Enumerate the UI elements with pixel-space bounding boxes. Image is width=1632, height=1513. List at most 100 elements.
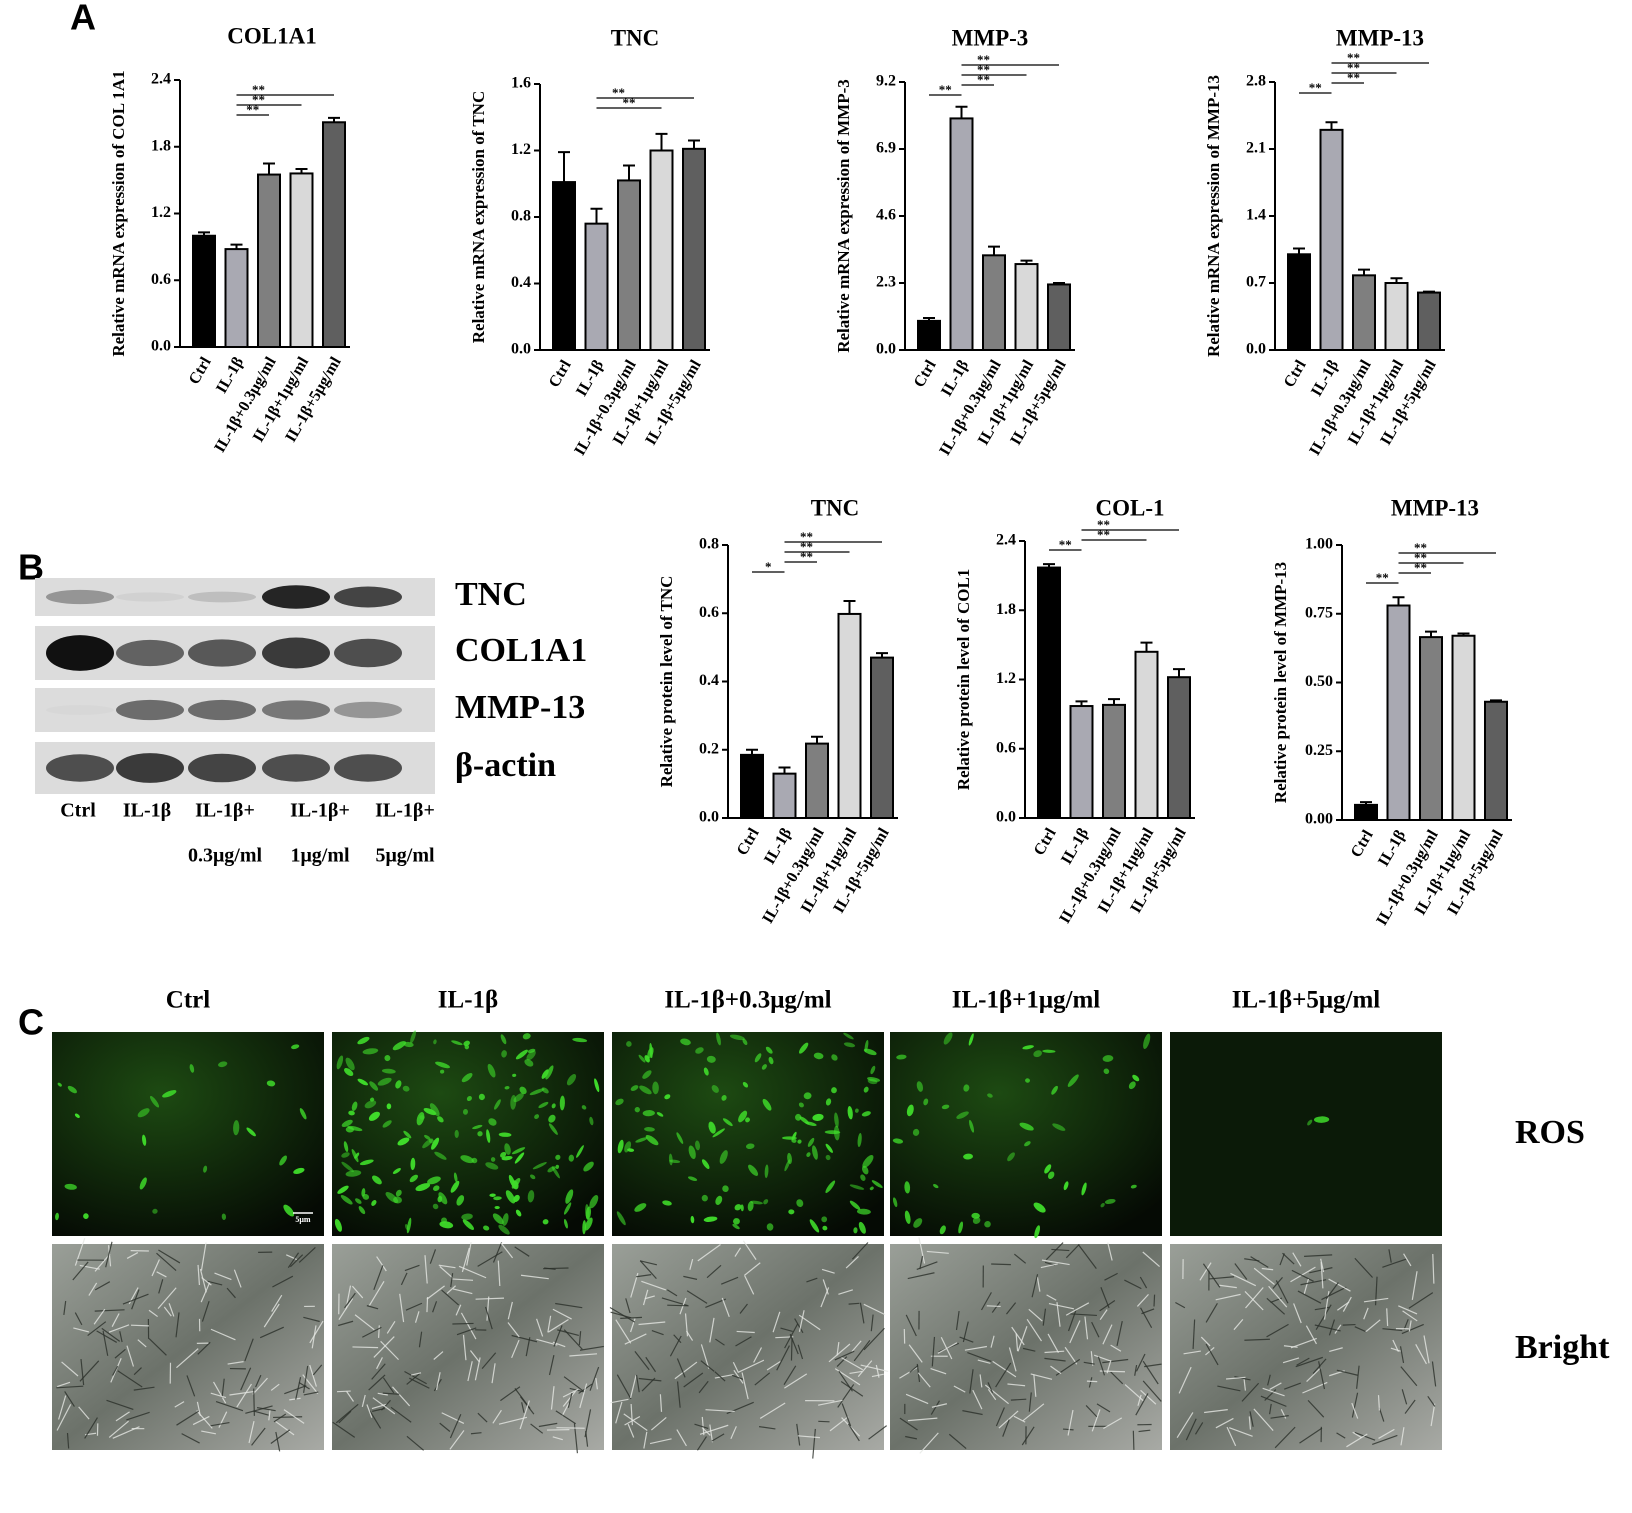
ros-cell [1102,1055,1114,1062]
bright-cell [373,1265,384,1291]
bright-cell [1431,1361,1437,1387]
bright-cell [514,1246,530,1257]
bright-cell [94,1281,111,1291]
bar [1352,274,1376,352]
lane-label: IL-1β+ [290,800,350,822]
bright-cell [1124,1279,1142,1290]
bright-cell [411,1372,422,1376]
ros-cell [860,1174,866,1181]
bright-cell [1217,1385,1241,1392]
bright-cell [175,1312,180,1338]
bright-cell [461,1247,470,1273]
ros-cell [279,1155,287,1166]
ros-cell [1143,1033,1151,1050]
bright-cell [720,1276,739,1285]
bright-cell [1354,1257,1373,1278]
bright-cell [253,1410,269,1416]
bar [1417,291,1441,352]
y-tick-label: 2.1 [1246,140,1266,157]
bright-cell [736,1330,755,1334]
ros-cell [67,1085,77,1094]
ros-cell [584,1217,593,1231]
ros-cell [825,1154,831,1161]
bright-cell [481,1352,497,1369]
bright-cell [1268,1403,1272,1415]
ros-cell [402,1085,410,1092]
ros-cell [483,1225,490,1231]
bright-cell [635,1374,640,1393]
band-label: MMP-13 [455,689,585,726]
bright-cell [111,1313,120,1327]
ros-cell [1007,1152,1015,1162]
bright-cell [853,1339,871,1362]
ros-cell [405,1224,409,1231]
ros-cell [424,1134,431,1140]
bright-cell [1135,1353,1146,1372]
ros-image [1170,1032,1442,1236]
ros-cell [733,1218,740,1225]
ros-cell [415,1183,431,1192]
bright-cell [1215,1417,1234,1429]
ros-cell [861,1111,871,1117]
bright-cell [1142,1360,1159,1385]
bright-cell [1378,1428,1395,1439]
bright-cell [1283,1345,1298,1348]
bright-cell [1403,1319,1409,1330]
bright-cell [1266,1297,1286,1315]
bright-cell [629,1375,637,1398]
bright-cell [338,1320,354,1327]
ros-cell [943,1032,953,1045]
ros-cell [494,1205,500,1210]
bright-cell [798,1310,805,1332]
ros-cell [409,1174,419,1183]
blot-band [188,591,256,603]
ros-cell [152,1208,158,1214]
bright-cell [834,1350,855,1361]
error-bar [1293,247,1305,255]
bright-cell [369,1410,382,1429]
bright-cell [616,1374,632,1400]
ros-cell [368,1111,380,1121]
bright-cell [1065,1302,1090,1316]
ros-cell [451,1040,463,1046]
ros-cell [615,1098,624,1106]
error-bar [1358,268,1370,276]
ros-cell [501,1155,513,1161]
bright-cell [673,1334,682,1344]
ros-cell [630,1085,639,1091]
bright-cell [908,1344,923,1363]
bright-cell [991,1263,1011,1266]
bar [649,149,674,351]
y-axis-label: Relative protein level of MMP-13 [1271,562,1290,803]
ros-cell [337,1185,349,1194]
bright-cell [168,1303,175,1317]
bright-cell [466,1241,472,1266]
significance-label: ** [800,549,813,564]
bright-cell [919,1432,939,1454]
blot-band [116,753,184,783]
bright-cell [400,1272,408,1286]
error-bar [988,245,1000,256]
bright-cell [456,1327,477,1336]
ros-cell [695,1140,700,1151]
bright-cell [467,1361,473,1382]
bright-cell [1005,1302,1017,1315]
blot-band [116,699,184,721]
bright-cell [1103,1417,1123,1429]
bright-cell [492,1242,503,1263]
ros-cell [762,1098,772,1111]
bright-cell [441,1412,465,1425]
bright-cell [1022,1347,1036,1352]
ros-cell [504,1086,510,1090]
bright-cell [295,1377,302,1400]
bright-cell [721,1297,730,1318]
ros-cell [923,1098,929,1106]
bar [870,656,894,819]
ros-cell [565,1189,574,1204]
bright-cell [701,1427,711,1436]
error-bar [1423,290,1435,293]
bright-cell [424,1255,428,1284]
bright-cell [1411,1271,1418,1300]
bright-cell [368,1374,386,1391]
ros-cell [513,1194,520,1203]
